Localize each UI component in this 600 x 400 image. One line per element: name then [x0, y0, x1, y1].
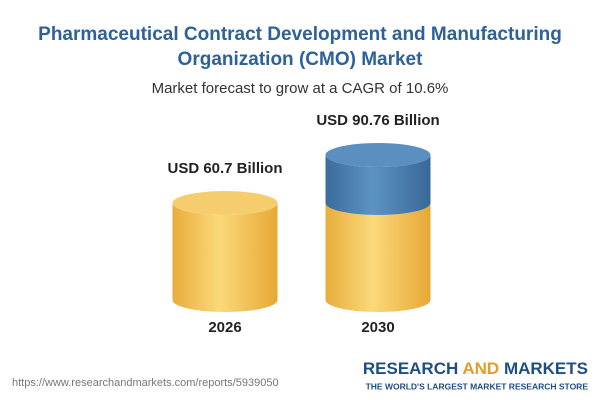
chart-subtitle: Market forecast to grow at a CAGR of 10.…: [152, 80, 449, 97]
value-label: USD 60.7 Billion: [167, 160, 282, 177]
source-url: https://www.researchandmarkets.com/repor…: [12, 377, 279, 389]
brand-word: RESEARCH: [363, 359, 458, 378]
brand-word: AND: [462, 359, 499, 378]
cylinder-base: [325, 203, 431, 312]
chart-title: Organization (CMO) Market: [178, 49, 424, 70]
cylinder-growth-top: [325, 143, 431, 167]
brand-logo: RESEARCH AND MARKETS: [363, 359, 588, 378]
cylinder-top: [172, 191, 278, 216]
value-label: USD 90.76 Billion: [316, 112, 439, 129]
category-label: 2030: [361, 319, 394, 336]
cylinder-growth: [325, 155, 431, 216]
brand-word: MARKETS: [504, 359, 588, 378]
chart-title: Pharmaceutical Contract Development and …: [38, 24, 562, 45]
cylinder: [172, 203, 278, 312]
brand-tagline: THE WORLD'S LARGEST MARKET RESEARCH STOR…: [366, 381, 589, 391]
category-label: 2026: [208, 319, 241, 336]
